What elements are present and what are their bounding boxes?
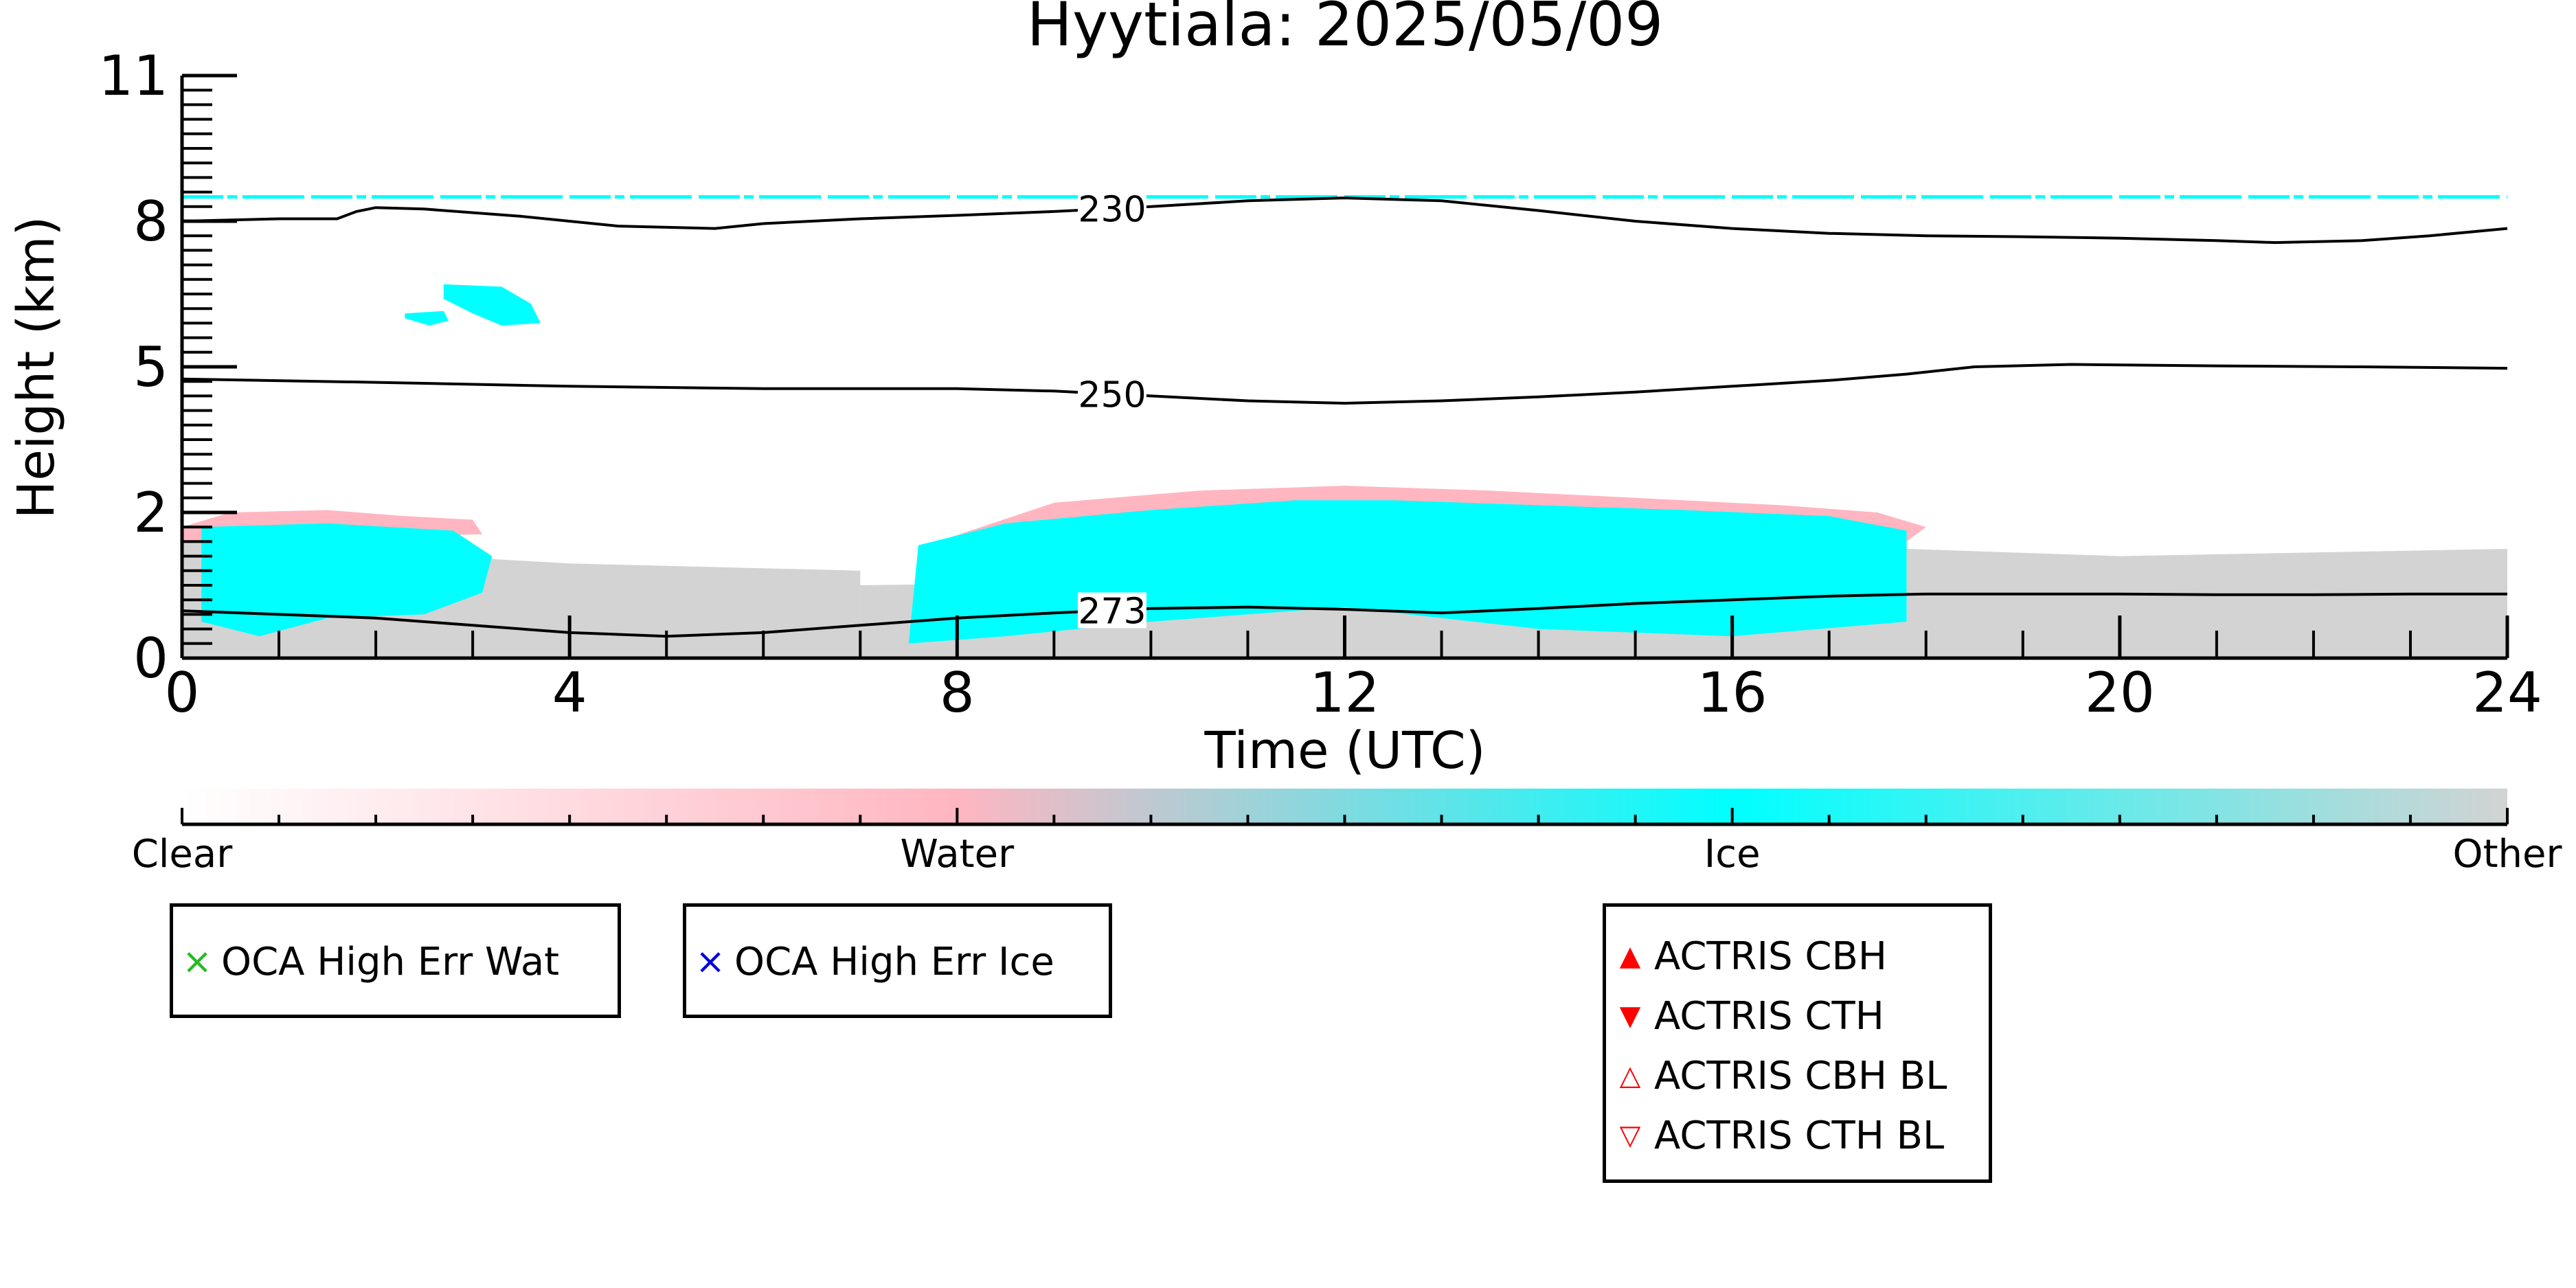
region-ice bbox=[201, 523, 493, 637]
triangle-up-outline-icon: △ bbox=[1619, 1060, 1641, 1092]
contour-label-bg bbox=[1078, 376, 1146, 412]
colorbar-label: Water bbox=[901, 832, 1015, 877]
y-tick-label: 11 bbox=[98, 44, 168, 108]
contour-line bbox=[181, 363, 2508, 405]
x-axis-label: Time (UTC) bbox=[1204, 721, 1485, 780]
legend-item: ▽ ACTRIS CTH BL bbox=[1606, 1108, 1945, 1163]
x-tick-label: 24 bbox=[2472, 661, 2542, 725]
triangle-down-outline-icon: ▽ bbox=[1619, 1120, 1641, 1151]
legend-item: ▼ ACTRIS CTH bbox=[1606, 988, 1884, 1043]
legend-label: ACTRIS CBH bbox=[1654, 934, 1888, 979]
axes: 0 2 5 8 11 0 4 8 12 16 20 24 bbox=[98, 44, 2542, 725]
y-axis-label: Height (km) bbox=[7, 216, 66, 519]
legend-item: ▲ ACTRIS CBH bbox=[1606, 929, 1887, 984]
x-tick-label: 0 bbox=[165, 661, 200, 725]
contour-label: 273 bbox=[1078, 591, 1146, 632]
legend-actris: ▲ ACTRIS CBH ▼ ACTRIS CTH △ ACTRIS CBH B… bbox=[1603, 903, 1992, 1183]
x-tick-label: 4 bbox=[552, 661, 587, 725]
contour-label-bg bbox=[1078, 592, 1146, 629]
contour-label-bg bbox=[1078, 190, 1146, 227]
region-ice bbox=[405, 310, 449, 326]
y-tick-label: 8 bbox=[133, 190, 168, 253]
legend-oca-ice: × OCA High Err Ice bbox=[683, 903, 1112, 1018]
triangle-up-icon: ▲ bbox=[1619, 940, 1641, 972]
colorbar: Clear Water Ice Other bbox=[132, 789, 2562, 877]
x-tick-label: 8 bbox=[940, 661, 975, 725]
contour-label: 230 bbox=[1078, 190, 1146, 231]
colorbar-label: Clear bbox=[132, 832, 233, 877]
region-other bbox=[1906, 549, 2507, 658]
legend-label: OCA High Err Ice bbox=[734, 939, 1054, 984]
legend-oca-water: × OCA High Err Wat bbox=[170, 903, 621, 1018]
legend-item: × OCA High Err Wat bbox=[173, 934, 559, 989]
y-tick-label: 2 bbox=[133, 481, 168, 545]
contour-line bbox=[181, 196, 2508, 245]
plot-area bbox=[182, 195, 2507, 658]
legend-label: ACTRIS CTH BL bbox=[1654, 1113, 1945, 1158]
x-tick-label: 12 bbox=[1310, 661, 1380, 725]
region-ice bbox=[443, 284, 541, 326]
y-tick-label: 5 bbox=[133, 335, 168, 399]
chart-title: Hyytiala: 2025/05/09 bbox=[1027, 0, 1663, 60]
contour-label: 250 bbox=[1078, 375, 1146, 416]
legend-item: △ ACTRIS CBH BL bbox=[1606, 1048, 1947, 1103]
legend-label: OCA High Err Wat bbox=[221, 939, 560, 984]
legend-item: × OCA High Err Ice bbox=[686, 934, 1054, 989]
cross-icon: × bbox=[182, 941, 212, 982]
legend-label: ACTRIS CBH BL bbox=[1654, 1053, 1947, 1098]
x-tick-label: 16 bbox=[1697, 661, 1767, 725]
x-tick-label: 20 bbox=[2085, 661, 2155, 725]
colorbar-label: Ice bbox=[1704, 832, 1761, 877]
triangle-down-icon: ▼ bbox=[1619, 1000, 1641, 1032]
cross-icon: × bbox=[695, 941, 725, 982]
colorbar-label: Other bbox=[2452, 832, 2562, 877]
y-tick-label: 0 bbox=[133, 626, 168, 690]
legend-label: ACTRIS CTH bbox=[1654, 993, 1884, 1039]
